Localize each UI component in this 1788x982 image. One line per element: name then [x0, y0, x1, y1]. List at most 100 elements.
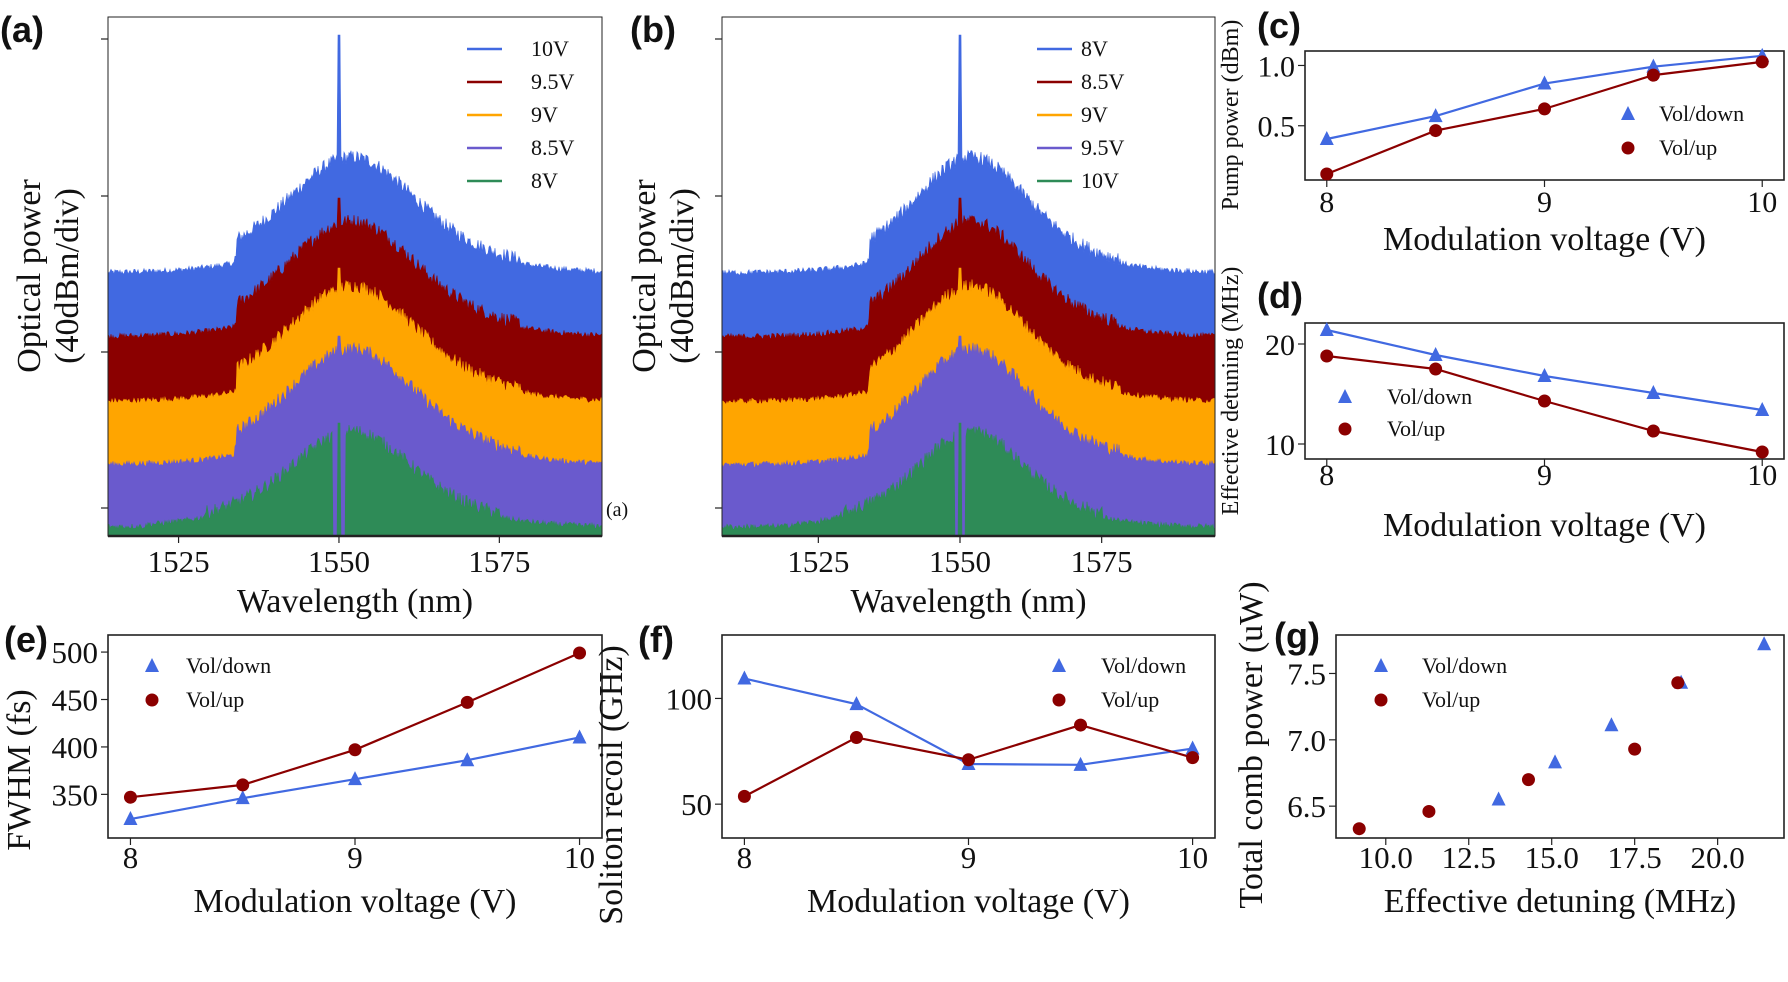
x-tick-label: 20.0 [1691, 840, 1745, 875]
data-point-Vol/down [235, 790, 250, 805]
data-point-Vol/down [849, 696, 864, 711]
legend-marker [145, 693, 159, 707]
x-tick-label: 9 [1537, 459, 1552, 492]
data-point-Vol/up [1186, 751, 1200, 765]
data-point-Vol/up [1521, 773, 1535, 787]
x-tick-label: 10 [1747, 459, 1777, 492]
x-tick-label: 8 [737, 840, 753, 875]
data-point-Vol/down [1646, 385, 1661, 399]
y-axis-label: Effective detuning (MHz) [1218, 267, 1244, 516]
x-tick-label: 10 [1177, 840, 1208, 875]
data-point-Vol/down [1537, 75, 1552, 90]
x-axis-label: Wavelength (nm) [237, 583, 473, 620]
legend-label: 8.5V [1081, 69, 1125, 94]
data-point-Vol/up [1074, 718, 1088, 732]
x-tick-label: 8 [123, 840, 139, 875]
legend-label: 8V [1081, 36, 1108, 61]
panel-label: (g) [1274, 615, 1320, 656]
data-point-Vol/down [1757, 636, 1772, 651]
annotation: (a) [606, 499, 628, 521]
panel-label: (c) [1257, 5, 1301, 46]
data-point-Vol/up [849, 731, 863, 745]
x-tick-label: 10 [564, 840, 595, 875]
y-axis-label: Soliton recoil (GHz) [593, 645, 630, 925]
data-point-Vol/up [1320, 167, 1334, 181]
data-point-Vol/up [1320, 349, 1334, 363]
y-axis-label: (40dBm/div) [49, 188, 86, 364]
data-point-Vol/down [1548, 754, 1563, 769]
axes-frame [1304, 322, 1785, 460]
spectrum-trace-10V [722, 422, 1215, 536]
x-axis-label: Modulation voltage (V) [194, 883, 517, 920]
data-point-Vol/up [1422, 804, 1436, 818]
legend-label: 10V [1081, 168, 1119, 193]
data-point-Vol/up [236, 778, 250, 792]
y-tick-label: 7.0 [1287, 723, 1326, 758]
y-tick-label: 7.5 [1287, 656, 1326, 691]
data-point-Vol/down [1646, 58, 1661, 73]
data-point-Vol/down [1604, 717, 1619, 732]
x-tick-label: 9 [961, 840, 977, 875]
data-point-Vol/up [348, 743, 362, 757]
data-point-Vol/up [737, 789, 751, 803]
x-tick-label: 15.0 [1525, 840, 1579, 875]
legend-label: 9.5V [531, 69, 575, 94]
y-axis-label: (40dBm/div) [664, 188, 701, 364]
x-axis-label: Modulation voltage (V) [1383, 221, 1706, 258]
y-tick-label: 20 [1265, 329, 1295, 362]
x-axis-label: Modulation voltage (V) [1383, 507, 1706, 544]
data-point-Vol/up [1755, 445, 1769, 459]
data-point-Vol/down [737, 670, 752, 685]
x-tick-label: 1575 [468, 544, 530, 579]
legend-marker [1338, 422, 1352, 436]
x-axis-label: Modulation voltage (V) [807, 883, 1130, 920]
data-point-Vol/up [460, 695, 474, 709]
spectra [722, 34, 1215, 536]
panel-label: (e) [4, 619, 48, 660]
data-point-Vol/up [123, 790, 137, 804]
data-point-Vol/down [1073, 756, 1088, 771]
data-point-Vol/down [1428, 347, 1443, 361]
data-point-Vol/up [1429, 362, 1443, 376]
panel-e: (e) 350 400 450 500 Vol/down Vol/up 8 9 10 Modulat… [1, 619, 603, 920]
panel-label: (a) [0, 9, 44, 50]
x-tick-label: 8 [1319, 186, 1334, 219]
axes-frame [107, 634, 603, 839]
x-tick-label: 10.0 [1359, 840, 1413, 875]
legend-label: Vol/up [1387, 416, 1445, 441]
data-point-Vol/down [1319, 322, 1334, 336]
y-axis-label: Optical power [626, 179, 663, 373]
legend-label: 9V [1081, 102, 1108, 127]
legend-label: Vol/up [186, 687, 244, 712]
legend-label: 9V [531, 102, 558, 127]
data-point-Vol/up [1538, 102, 1551, 116]
legend-label: 10V [531, 36, 569, 61]
x-tick-label: 10 [1747, 186, 1777, 219]
data-point-Vol/down [1185, 740, 1200, 755]
y-axis-label: Total comb power (uW) [1233, 581, 1270, 908]
x-tick-label: 12.5 [1442, 840, 1496, 875]
data-point-Vol/down [1537, 368, 1552, 382]
x-axis-label: Effective detuning (MHz) [1384, 883, 1736, 920]
x-tick-label: 8 [1319, 459, 1334, 492]
x-axis-label: Wavelength (nm) [850, 583, 1086, 620]
legend-label: 9.5V [1081, 135, 1125, 160]
data-point-Vol/down [460, 752, 475, 767]
panel-label: (f) [638, 619, 674, 660]
panel-c: (c) 0.5 1.0 Vol/down Vol/up 8 9 10 Modulation vo… [1218, 5, 1785, 258]
y-tick-label: 6.5 [1287, 789, 1326, 824]
y-tick-label: 350 [52, 777, 99, 812]
data-point-Vol/up [1646, 68, 1660, 82]
data-point-Vol/up [1352, 822, 1366, 836]
legend-label: Vol/down [186, 653, 271, 678]
legend-marker [1621, 106, 1635, 120]
data-point-Vol/up [1755, 55, 1769, 69]
y-tick-label: 50 [681, 787, 712, 822]
x-tick-label: 1550 [929, 544, 991, 579]
legend-label: 8.5V [531, 135, 575, 160]
data-point-Vol/down [1491, 791, 1506, 806]
y-tick-label: 1.0 [1258, 50, 1296, 83]
y-tick-label: 400 [52, 730, 99, 765]
y-tick-label: 10 [1265, 429, 1295, 462]
